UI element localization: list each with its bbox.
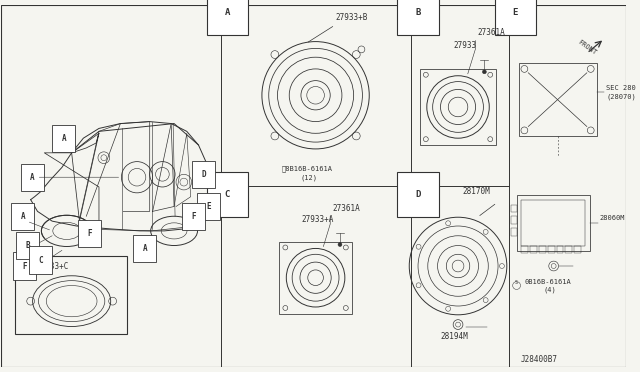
Bar (511, 228, 516, 236)
Bar (565, 246, 572, 253)
Text: E: E (206, 202, 211, 211)
Bar (516, 195, 589, 251)
Text: C: C (38, 256, 43, 264)
Text: A: A (20, 212, 25, 221)
Bar (522, 200, 585, 247)
Text: 27933+A: 27933+A (301, 215, 333, 224)
Text: 27933: 27933 (453, 41, 476, 50)
Bar (557, 246, 563, 253)
Text: 28194M: 28194M (440, 332, 468, 341)
Text: J28400B7: J28400B7 (520, 355, 557, 363)
Bar (539, 246, 546, 253)
Text: D: D (415, 190, 420, 199)
Text: D: D (201, 170, 205, 179)
Text: 0B16B-6161A: 0B16B-6161A (524, 279, 571, 285)
Text: F: F (22, 262, 27, 270)
Text: (12): (12) (301, 174, 318, 181)
Text: 27361A: 27361A (332, 204, 360, 213)
Text: A: A (30, 173, 35, 182)
Text: Ⓢ8B16B-6161A: Ⓢ8B16B-6161A (282, 166, 332, 172)
Bar (511, 216, 516, 224)
Text: C: C (225, 190, 230, 199)
Text: (4): (4) (544, 286, 557, 293)
Text: 27933+C: 27933+C (36, 262, 69, 270)
Bar (280, 242, 351, 314)
Text: E: E (513, 9, 518, 17)
Text: 27933+B: 27933+B (335, 13, 367, 22)
Text: FRONT: FRONT (577, 39, 598, 56)
Text: 27361A: 27361A (477, 28, 506, 37)
Bar (574, 246, 581, 253)
Text: S: S (515, 280, 518, 285)
Text: A: A (61, 134, 66, 143)
Bar (548, 246, 555, 253)
Bar (511, 205, 516, 212)
Bar (15, 256, 127, 334)
Bar (518, 63, 596, 136)
Text: A: A (225, 9, 230, 17)
Circle shape (338, 243, 342, 247)
Text: B: B (26, 241, 30, 250)
Circle shape (483, 70, 486, 74)
Bar (530, 246, 537, 253)
Text: B: B (415, 9, 420, 17)
Text: F: F (87, 229, 92, 238)
Text: SEC 280: SEC 280 (606, 86, 636, 92)
Text: 28060M: 28060M (600, 215, 625, 221)
Text: F: F (191, 212, 196, 221)
Bar (420, 69, 496, 145)
Text: A: A (143, 244, 147, 253)
Text: 28170M: 28170M (463, 187, 491, 196)
Bar (522, 246, 528, 253)
Text: (28070): (28070) (606, 93, 636, 100)
